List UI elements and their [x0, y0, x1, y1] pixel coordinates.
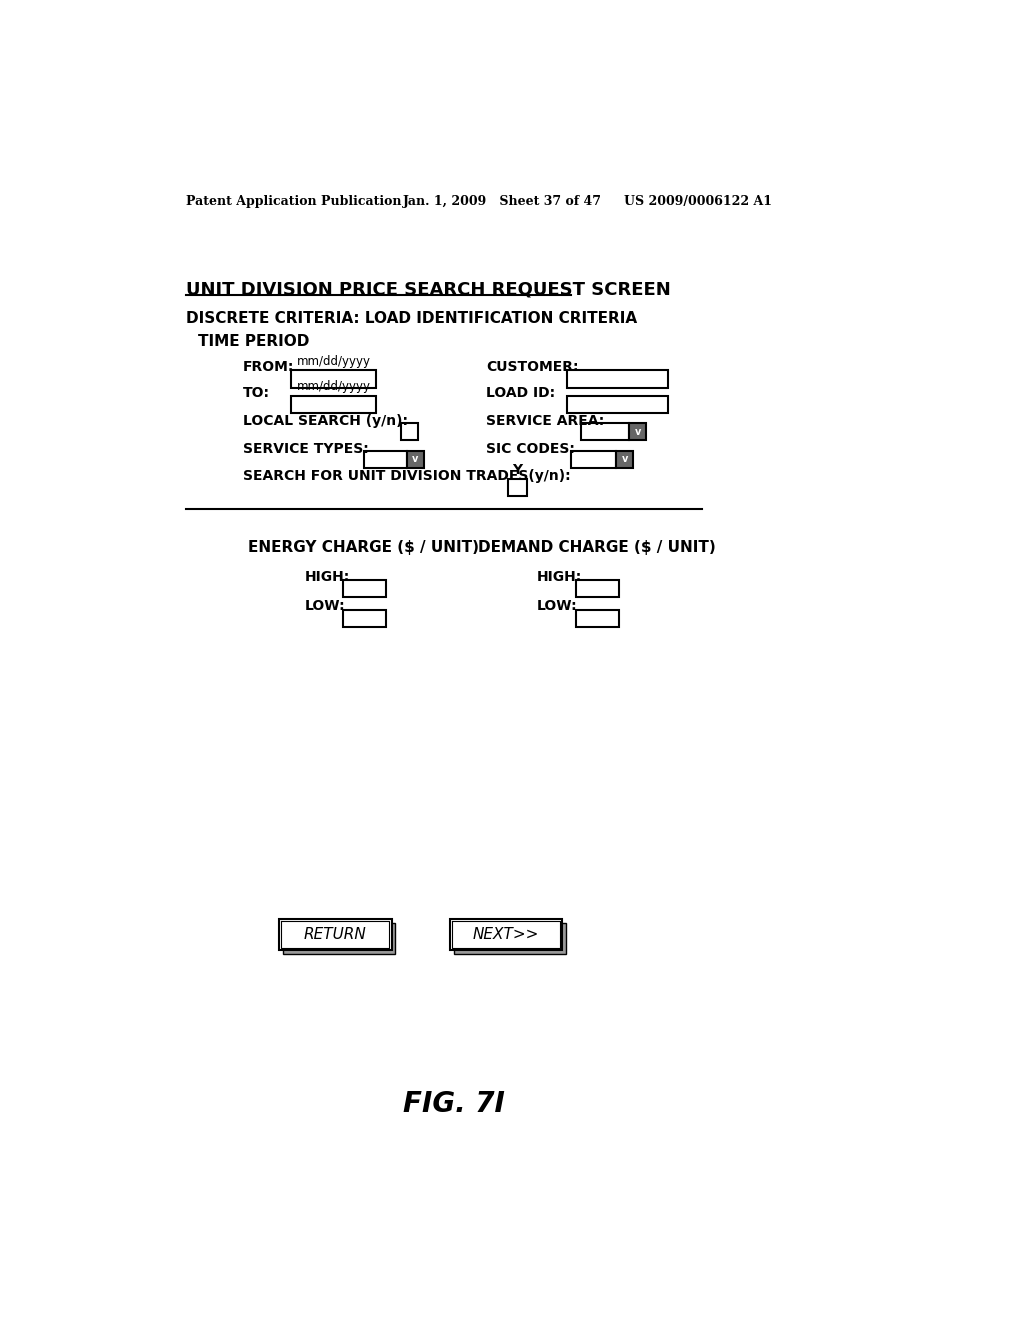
- Bar: [343, 610, 386, 627]
- Bar: [280, 919, 391, 950]
- Text: Jan. 1, 2009   Sheet 37 of 47: Jan. 1, 2009 Sheet 37 of 47: [403, 195, 602, 209]
- Bar: [630, 424, 646, 441]
- Text: HIGH:: HIGH:: [538, 570, 583, 585]
- Text: CUSTOMER:: CUSTOMER:: [486, 360, 579, 374]
- Text: LOCAL SEARCH (y/n):: LOCAL SEARCH (y/n):: [243, 414, 408, 428]
- Text: LOW:: LOW:: [305, 599, 345, 612]
- Text: Patent Application Publication: Patent Application Publication: [186, 195, 401, 209]
- Text: v: v: [622, 454, 628, 465]
- Text: UNIT DIVISION PRICE SEARCH REQUEST SCREEN: UNIT DIVISION PRICE SEARCH REQUEST SCREE…: [186, 280, 671, 298]
- Text: DEMAND CHARGE ($ / UNIT): DEMAND CHARGE ($ / UNIT): [478, 540, 716, 556]
- Text: mm/dd/yyyy: mm/dd/yyyy: [296, 355, 371, 368]
- Bar: [291, 396, 376, 413]
- Text: v: v: [413, 454, 419, 465]
- Bar: [400, 424, 418, 441]
- Bar: [508, 479, 527, 496]
- Bar: [567, 396, 669, 413]
- Text: mm/dd/yyyy: mm/dd/yyyy: [296, 380, 371, 393]
- Bar: [575, 581, 618, 598]
- Text: FROM:: FROM:: [243, 360, 294, 374]
- Bar: [450, 919, 562, 950]
- Text: RETURN: RETURN: [304, 927, 367, 942]
- Text: SERVICE AREA:: SERVICE AREA:: [486, 414, 604, 428]
- Bar: [571, 451, 616, 469]
- Text: US 2009/0006122 A1: US 2009/0006122 A1: [624, 195, 772, 209]
- Text: SEARCH FOR UNIT DIVISION TRADES(y/n):: SEARCH FOR UNIT DIVISION TRADES(y/n):: [243, 470, 570, 483]
- Text: SIC CODES:: SIC CODES:: [486, 442, 574, 455]
- Text: LOAD ID:: LOAD ID:: [486, 385, 555, 400]
- Bar: [283, 923, 395, 954]
- Bar: [365, 451, 407, 469]
- Text: Y: Y: [512, 463, 522, 478]
- Bar: [454, 923, 566, 954]
- Bar: [567, 370, 669, 388]
- Bar: [291, 370, 376, 388]
- Bar: [343, 581, 386, 598]
- Text: HIGH:: HIGH:: [305, 570, 350, 585]
- Text: ENERGY CHARGE ($ / UNIT): ENERGY CHARGE ($ / UNIT): [248, 540, 479, 556]
- Bar: [582, 424, 630, 441]
- Text: NEXT>>: NEXT>>: [473, 927, 539, 942]
- Text: TIME PERIOD: TIME PERIOD: [198, 334, 309, 348]
- Bar: [407, 451, 424, 469]
- Text: TO:: TO:: [243, 385, 269, 400]
- Text: SERVICE TYPES:: SERVICE TYPES:: [243, 442, 369, 455]
- Bar: [616, 451, 633, 469]
- Text: FIG. 7I: FIG. 7I: [402, 1090, 505, 1118]
- Text: DISCRETE CRITERIA: LOAD IDENTIFICATION CRITERIA: DISCRETE CRITERIA: LOAD IDENTIFICATION C…: [186, 312, 637, 326]
- Text: v: v: [635, 426, 641, 437]
- Text: LOW:: LOW:: [538, 599, 578, 612]
- Bar: [575, 610, 618, 627]
